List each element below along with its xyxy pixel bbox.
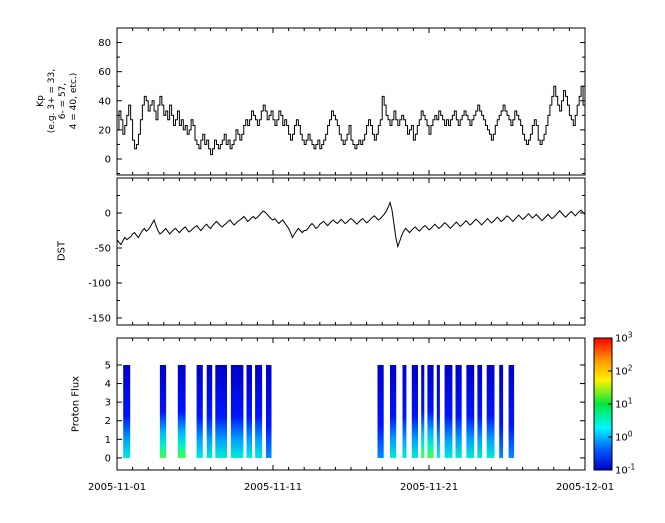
panel-frame — [116, 337, 586, 471]
proton-stripe — [508, 365, 515, 458]
proton-stripe — [266, 365, 272, 458]
proton-stripe — [499, 365, 504, 458]
proton-stripe — [444, 365, 453, 458]
proton-stripe — [436, 365, 440, 458]
y-tick-label: 5 — [105, 360, 111, 371]
proton-stripe — [411, 365, 418, 458]
y-tick-label: 0 — [105, 154, 111, 165]
proton-stripe — [477, 365, 483, 458]
y-tick-label: 4 — [105, 379, 111, 390]
proton-flux-axis-label: Proton Flux — [70, 375, 82, 433]
colorbar-tick-label: 102 — [615, 364, 633, 378]
y-tick-label: -100 — [88, 279, 111, 290]
proton-stripe — [466, 365, 475, 458]
x-tick-label: 2005-12-01 — [556, 482, 614, 493]
y-tick-label: 1 — [105, 435, 111, 446]
colorbar-tick-label: 101 — [615, 397, 633, 411]
y-tick-label: 80 — [98, 38, 111, 49]
proton-stripe — [390, 365, 397, 458]
panel-frame — [116, 27, 586, 176]
proton-stripe — [402, 365, 407, 458]
proton-stripe — [206, 365, 213, 458]
x-tick-label: 2005-11-01 — [88, 482, 146, 493]
dst-series-line — [116, 200, 586, 249]
proton-stripe — [377, 365, 384, 458]
kp-series-line — [117, 85, 585, 156]
y-tick-label: 40 — [98, 96, 111, 107]
y-tick-label: 0 — [105, 209, 111, 220]
dst-axis-label: DST — [56, 240, 68, 262]
proton-stripe — [255, 365, 263, 458]
colorbar-tick-label: 103 — [615, 331, 633, 345]
x-tick-label: 2005-11-11 — [244, 482, 302, 493]
proton-stripe — [230, 365, 244, 458]
kp-axis-label: Kp (e.g. 3+ = 33, 6- = 57, 4 = 40, etc.) — [36, 68, 79, 134]
y-tick-label: 60 — [98, 67, 111, 78]
proton-stripe — [421, 365, 425, 458]
y-tick-label: 0 — [105, 453, 111, 464]
panel-frame — [116, 177, 586, 326]
y-tick-label: -150 — [88, 314, 111, 325]
x-tick-label: 2005-11-21 — [400, 482, 458, 493]
proton-stripe — [159, 365, 167, 458]
y-tick-label: -50 — [95, 244, 111, 255]
y-tick-label: 3 — [105, 398, 111, 409]
y-tick-label: 2 — [105, 416, 111, 427]
colorbar-tick-label: 100 — [615, 430, 633, 444]
proton-stripe — [246, 365, 252, 458]
colorbar — [594, 338, 612, 470]
proton-stripe — [123, 365, 131, 458]
proton-stripe — [215, 365, 227, 458]
colorbar-tick-label: 10-1 — [615, 463, 635, 477]
proton-stripe — [177, 365, 186, 458]
proton-stripe — [196, 365, 203, 458]
proton-stripe — [455, 365, 462, 458]
y-tick-label: 20 — [98, 125, 111, 136]
proton-stripe — [427, 365, 434, 458]
proton-stripe — [486, 365, 495, 458]
